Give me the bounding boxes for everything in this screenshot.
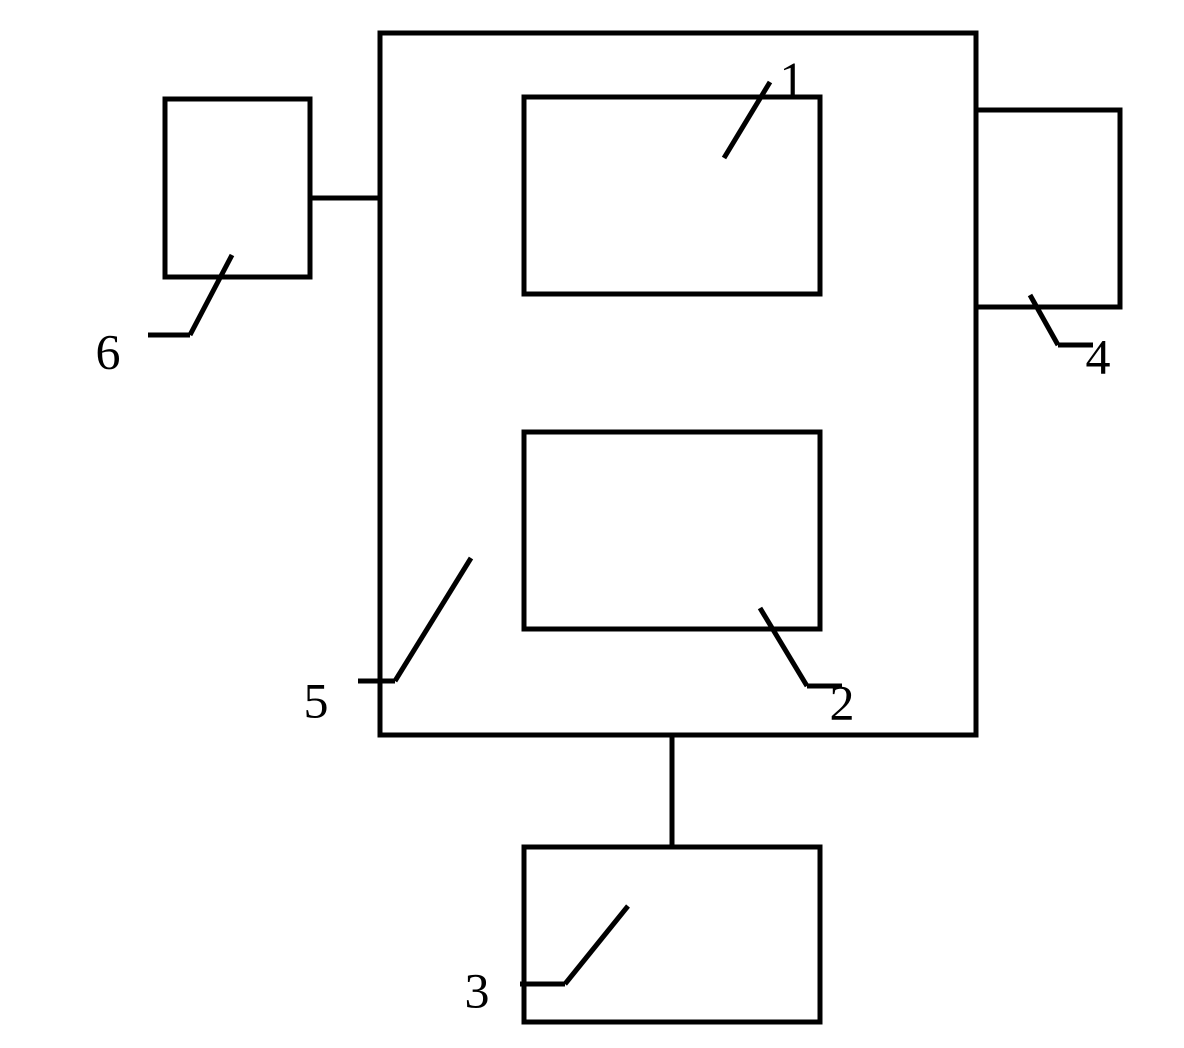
label-3: 3 <box>465 962 490 1018</box>
node-box4 <box>976 110 1120 307</box>
label-2: 2 <box>830 674 855 730</box>
node-box1 <box>524 97 820 294</box>
label-6: 6 <box>96 323 121 379</box>
node-box6 <box>165 99 310 277</box>
label-1: 1 <box>780 51 805 107</box>
diagram-canvas: 1 2 3 4 5 6 <box>0 0 1184 1048</box>
node-box2 <box>524 432 820 629</box>
node-box3 <box>524 847 820 1022</box>
label-5: 5 <box>304 672 329 728</box>
label-4: 4 <box>1086 328 1111 384</box>
